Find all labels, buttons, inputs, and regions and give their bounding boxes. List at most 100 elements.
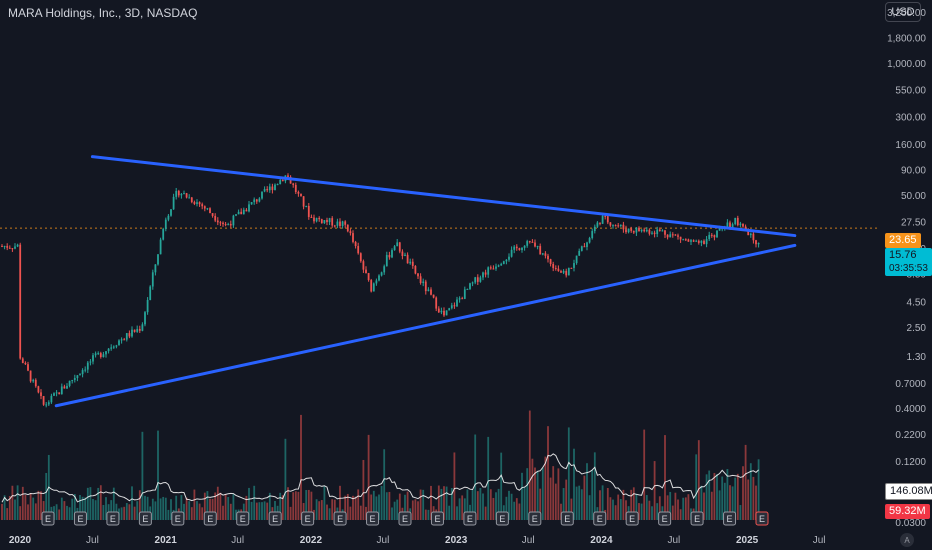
volume-bar <box>643 429 646 520</box>
volume-bar <box>383 449 386 520</box>
candle-body <box>180 194 183 196</box>
candle-body <box>749 233 752 236</box>
volume-bar <box>211 498 214 520</box>
earnings-marker <box>398 511 412 526</box>
volume-bar <box>734 477 737 520</box>
volume-bar <box>453 452 456 520</box>
auto-scale-button[interactable]: A <box>900 533 914 547</box>
volume-bar <box>549 477 552 520</box>
volume-bar <box>513 501 516 520</box>
candle-body <box>359 253 362 262</box>
y-tick-label: 90.00 <box>901 165 926 176</box>
volume-bar <box>89 487 92 520</box>
candle-body <box>232 215 235 226</box>
earnings-marker <box>366 511 380 526</box>
volume-bar <box>157 430 159 520</box>
candle-body <box>305 205 308 207</box>
volume-bar <box>232 494 235 520</box>
volume-bar <box>170 499 172 520</box>
y-tick-label: 300.00 <box>895 112 926 123</box>
volume-bar <box>573 448 575 520</box>
volume-bar <box>318 501 321 520</box>
candle-body <box>229 224 232 226</box>
earnings-marker-label: E <box>240 514 246 524</box>
candle-body <box>406 254 409 264</box>
candle-body <box>362 261 365 270</box>
symbol-title[interactable]: MARA Holdings, Inc., 3D, NASDAQ <box>8 6 198 20</box>
candle-body <box>240 211 243 215</box>
candle-body <box>71 379 74 381</box>
candle-body <box>8 247 11 249</box>
volume-bar <box>726 468 729 520</box>
volume-bar <box>34 503 37 520</box>
candle-body <box>461 298 464 300</box>
candle-body <box>66 385 68 389</box>
candle-body <box>136 328 139 332</box>
volume-bar <box>578 485 581 520</box>
volume-bar <box>24 494 27 520</box>
volume-bar <box>359 505 362 520</box>
candle-body <box>565 270 568 276</box>
volume-bar <box>755 485 757 520</box>
x-tick-label: Jul <box>667 535 680 546</box>
candle-body <box>133 329 136 332</box>
candle-body <box>539 246 542 255</box>
volume-bar <box>45 472 48 520</box>
candle-body <box>14 246 16 249</box>
candle-body <box>726 222 729 228</box>
volume-bar <box>219 492 222 520</box>
volume-bar <box>209 498 211 520</box>
currency-button[interactable]: USD <box>885 2 921 22</box>
earnings-marker <box>463 511 477 526</box>
volume-bar <box>443 486 445 520</box>
earnings-marker-label: E <box>370 514 376 524</box>
candle-body <box>102 354 105 357</box>
candle-body <box>162 228 165 240</box>
volume-bar <box>357 489 360 520</box>
candle-body <box>318 218 321 220</box>
candle-body <box>601 215 604 224</box>
candle-body <box>729 222 731 228</box>
volume-bar <box>653 461 656 520</box>
volume-bar <box>193 489 196 520</box>
candle-body <box>32 379 35 382</box>
y-tick-label: 0.2200 <box>895 430 926 441</box>
candle-body <box>274 184 276 190</box>
volume-bar <box>164 497 167 520</box>
volume-bar <box>370 494 373 520</box>
volume-bar <box>258 502 261 520</box>
candle-body <box>521 247 523 251</box>
candle-body <box>593 226 596 232</box>
candle-body <box>422 281 425 284</box>
candle-body <box>367 273 370 281</box>
x-tick-label: Jul <box>813 535 826 546</box>
candle-body <box>53 393 55 396</box>
volume-bar <box>27 504 29 520</box>
candle-body <box>115 345 118 347</box>
volume-bar <box>79 494 81 520</box>
candle-body <box>492 268 495 270</box>
earnings-marker <box>690 511 704 526</box>
volume-bar <box>599 490 601 520</box>
volume-bar <box>414 499 417 520</box>
volume-bar <box>695 454 698 520</box>
candle-body <box>552 263 555 269</box>
last-close-tag: 23.65 <box>885 233 921 248</box>
candle-body <box>554 268 557 270</box>
volume-bar <box>162 496 165 520</box>
volume-bar <box>565 479 568 520</box>
volume-bar <box>66 505 68 520</box>
earnings-marker-label: E <box>305 514 311 524</box>
candle-body <box>396 242 399 247</box>
candle-body <box>19 244 22 359</box>
candle-body <box>120 339 123 341</box>
candle-body <box>612 225 614 227</box>
volume-bar <box>427 509 430 520</box>
volume-bar <box>515 498 518 520</box>
candle-body <box>76 375 79 379</box>
earnings-marker-label: E <box>694 514 700 524</box>
x-tick-label: 2022 <box>300 535 323 546</box>
candle-body <box>523 245 526 248</box>
